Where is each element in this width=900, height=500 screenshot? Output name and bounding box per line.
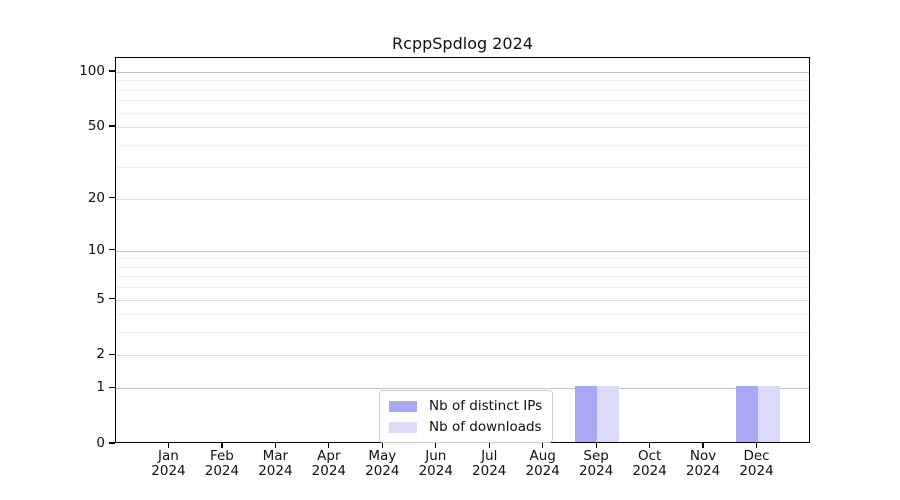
bar-downloads (757, 386, 780, 442)
gridline-major (116, 299, 809, 301)
x-axis-tick (328, 443, 330, 448)
x-axis-tick (274, 443, 276, 448)
gridline-decade (116, 250, 809, 252)
gridline-minor (116, 266, 809, 268)
gridline-minor (116, 314, 809, 316)
gridline-minor (116, 276, 809, 278)
x-label-year: 2024 (418, 463, 453, 479)
bar-distinct-ips (735, 386, 758, 442)
x-label-year: 2024 (258, 463, 293, 479)
x-axis-tick-label: Feb 2024 (180, 449, 264, 479)
legend-swatch-distinct-ips (389, 400, 417, 412)
x-axis-tick-label: Aug 2024 (501, 449, 585, 479)
x-label-month: Nov (689, 448, 717, 464)
x-axis-tick (755, 443, 758, 448)
gridline-decade (116, 388, 809, 390)
y-axis-tick-label: 100 (79, 63, 105, 79)
x-label-year: 2024 (472, 463, 507, 479)
x-axis-tick (221, 443, 223, 448)
y-axis-tick (109, 125, 115, 127)
x-label-year: 2024 (204, 463, 240, 479)
gridline-minor (116, 112, 809, 114)
x-label-year: 2024 (685, 463, 721, 479)
gridline-minor (116, 80, 809, 82)
y-axis-tick-label: 10 (87, 241, 105, 258)
gridline-minor (116, 100, 809, 102)
y-axis-tick (109, 353, 115, 356)
gridline-minor (116, 258, 809, 260)
x-axis-tick-label: May 2024 (340, 449, 424, 479)
x-axis-tick-label: Dec 2024 (715, 449, 799, 479)
x-axis-tick (702, 443, 704, 448)
y-axis-tick-label: 5 (96, 290, 105, 307)
y-axis-tick (109, 442, 115, 444)
y-axis-tick (109, 70, 115, 72)
y-axis-tick-label: 2 (96, 346, 105, 363)
x-label-month: Sep (583, 448, 609, 464)
chart-title: RcppSpdlog 2024 (392, 34, 533, 53)
y-axis-tick (109, 249, 115, 251)
gridline-minor (116, 332, 809, 334)
x-axis-tick-label: Jan 2024 (126, 449, 210, 479)
bar-downloads (597, 386, 620, 442)
x-axis-tick-label: Sep 2024 (554, 449, 638, 479)
x-label-year: 2024 (365, 463, 400, 479)
y-axis-tick-label: 1 (96, 379, 105, 396)
x-label-month: Feb (209, 448, 234, 464)
x-label-year: 2024 (525, 463, 560, 479)
bar-distinct-ips (575, 386, 598, 442)
gridline-minor (116, 287, 809, 289)
x-label-month: Oct (637, 448, 662, 464)
x-axis-tick-label: Oct 2024 (608, 449, 692, 479)
gridline-major (116, 355, 809, 357)
x-axis-tick (595, 443, 597, 448)
x-axis-tick (167, 443, 170, 448)
gridline-minor (116, 144, 809, 146)
gridline-minor (116, 89, 809, 91)
x-label-year: 2024 (578, 463, 614, 479)
gridline-minor (116, 167, 809, 169)
x-label-month: Apr (317, 448, 341, 464)
x-axis-tick (435, 443, 437, 448)
x-axis-tick-label: Jul 2024 (447, 449, 531, 479)
x-label-month: Jan (158, 448, 179, 464)
x-label-month: Aug (529, 448, 556, 464)
y-axis-tick-label: 20 (87, 189, 105, 206)
x-label-month: May (368, 448, 397, 464)
x-axis-tick (381, 443, 383, 448)
x-label-year: 2024 (151, 463, 186, 479)
x-axis-tick (542, 443, 544, 448)
x-axis-tick (488, 443, 490, 448)
x-axis-tick-label: Jun 2024 (394, 449, 478, 479)
legend-swatch-downloads (389, 421, 417, 433)
legend-item-downloads: Nb of downloads (389, 418, 542, 436)
x-label-month: Dec (743, 448, 770, 464)
y-axis-tick (109, 196, 115, 199)
legend: Nb of distinct IPs Nb of downloads (379, 390, 554, 443)
x-label-month: Jun (425, 448, 447, 464)
x-axis-tick-label: Mar 2024 (233, 449, 317, 479)
x-label-year: 2024 (311, 463, 347, 479)
y-axis-tick (109, 297, 115, 300)
gridline-decade (116, 72, 809, 73)
x-label-month: Jul (481, 448, 498, 464)
legend-label-downloads: Nb of downloads (429, 419, 542, 435)
legend-item-distinct-ips: Nb of distinct IPs (389, 397, 542, 415)
x-axis-tick-label: Nov 2024 (661, 449, 745, 479)
gridline-major (116, 198, 809, 200)
legend-label-distinct-ips: Nb of distinct IPs (429, 398, 543, 414)
x-label-year: 2024 (632, 463, 667, 479)
y-axis-tick (109, 386, 115, 388)
gridline-major (116, 127, 809, 129)
x-label-month: Mar (262, 448, 289, 464)
x-label-year: 2024 (739, 463, 774, 479)
plot-area (115, 57, 810, 443)
x-axis-tick (649, 443, 651, 448)
x-axis-tick-label: Apr 2024 (287, 449, 371, 479)
y-axis-tick-label: 0 (96, 435, 105, 451)
y-axis-tick-label: 50 (87, 118, 105, 135)
